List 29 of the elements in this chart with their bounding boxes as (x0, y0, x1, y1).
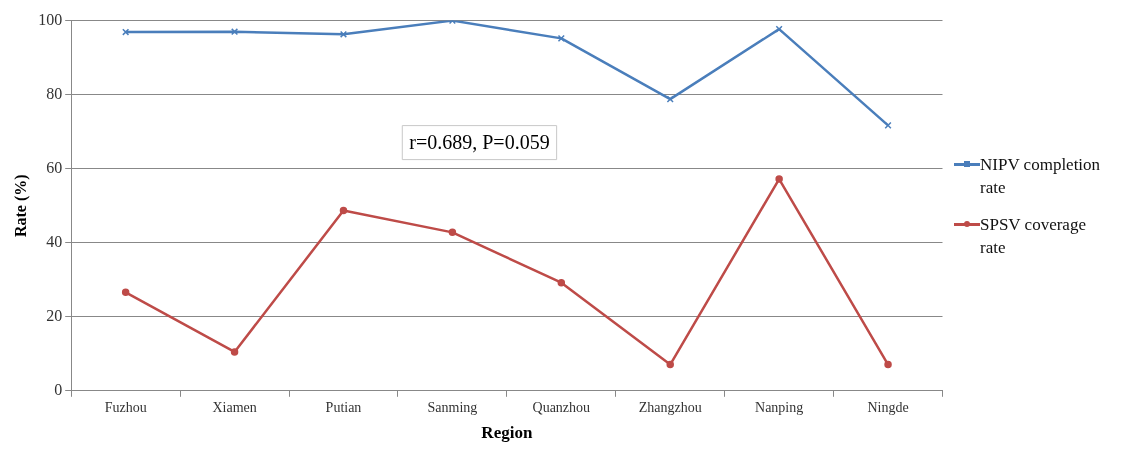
x-tick-label: Nanping (755, 399, 804, 415)
x-tick-label: Fuzhou (104, 399, 147, 415)
legend-label: NIPV completion rate (980, 154, 1102, 199)
y-tick-label: 100 (38, 10, 63, 28)
x-tick-label: Putian (325, 399, 362, 415)
x-tick-label: Xiamen (212, 399, 257, 415)
point (121, 288, 130, 297)
point (339, 206, 348, 215)
point (557, 34, 565, 42)
y-tick-label: 60 (46, 158, 63, 176)
point (230, 348, 239, 356)
point (666, 360, 674, 369)
annotation: r=0.689, P=0.059 (409, 130, 550, 153)
y-tick-label: 0 (54, 381, 63, 398)
point (775, 25, 783, 33)
x-tick-label: Ningde (867, 399, 909, 415)
point (884, 360, 892, 369)
x-tick-label: Sanming (427, 399, 478, 415)
y-tick-label: 40 (46, 232, 63, 250)
y-axis-title: Rate (%) (11, 174, 30, 238)
point (557, 278, 566, 287)
x-axis-title: Region (481, 423, 533, 443)
x-tick-label: Quanzhou (532, 399, 591, 415)
y-tick-label: 80 (46, 84, 63, 102)
y-tick-label: 20 (46, 306, 63, 324)
point (775, 175, 783, 183)
point (448, 228, 457, 237)
x-tick-label: Zhangzhou (638, 399, 702, 415)
legend-label: SPSV coverage rate (980, 214, 1087, 259)
